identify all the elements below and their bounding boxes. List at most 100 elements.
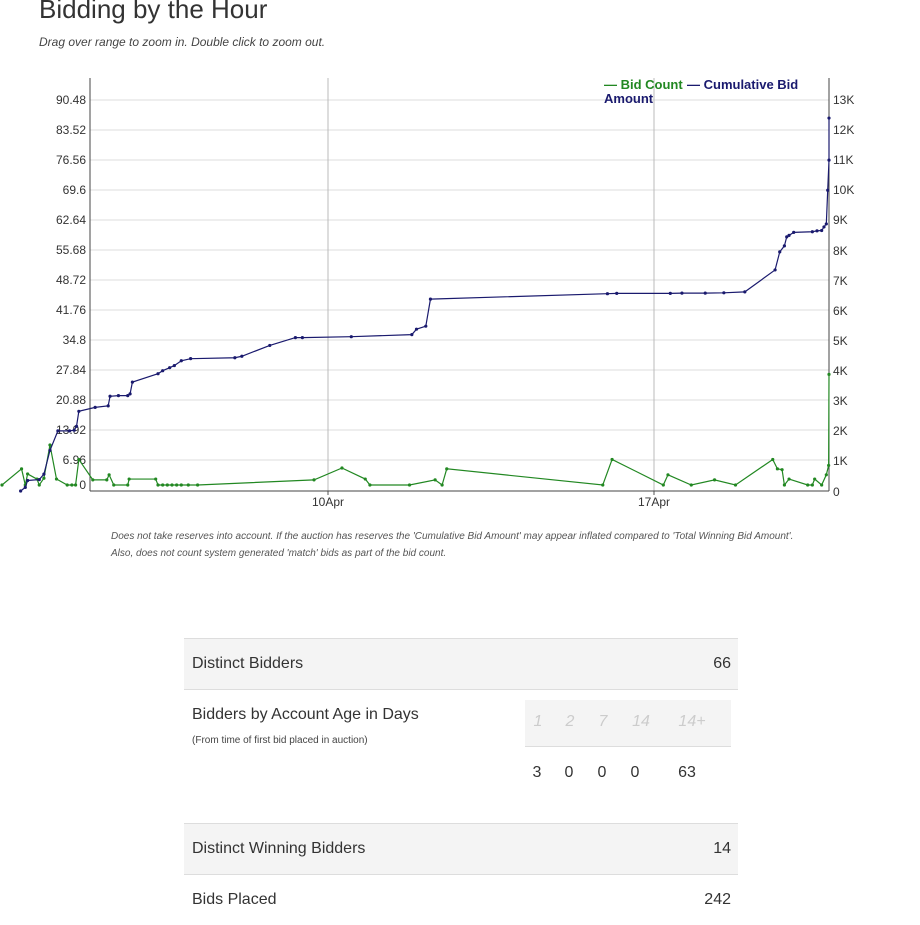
cumulative-bid-amount-point	[168, 366, 172, 370]
y-right-tick-label: 5K	[833, 334, 848, 348]
cumulative-bid-amount-point	[827, 158, 831, 162]
y-left-tick-label: 83.52	[56, 123, 86, 137]
bid-count-point	[107, 473, 111, 477]
bid-count-point	[689, 483, 693, 487]
bid-count-point	[445, 467, 449, 471]
bid-count-point	[733, 483, 738, 487]
bid-count-point	[827, 463, 831, 468]
cumulative-bid-amount-point	[743, 290, 747, 294]
y-left-tick-label: 13.92	[56, 423, 86, 437]
bid-count-point	[77, 457, 81, 462]
bid-count-point	[661, 483, 665, 487]
bid-count-point	[0, 483, 4, 487]
age-value-14: 0	[630, 764, 640, 781]
age-header-14plus: 14+	[678, 713, 706, 730]
bid-count-point	[368, 483, 372, 487]
y-right-tick-label: 12K	[833, 123, 854, 137]
cumulative-bid-amount-point	[93, 405, 97, 409]
cumulative-bid-amount-line	[20, 118, 830, 492]
cumulative-bid-amount-point	[824, 222, 828, 226]
cumulative-bid-amount-point	[42, 472, 46, 476]
bid-count-point	[70, 483, 74, 487]
cumulative-bid-amount-point	[820, 228, 824, 233]
y-right-tick-label: 13K	[833, 93, 854, 107]
bids-placed-value: 242	[704, 891, 731, 908]
legend-cumulative-bid-amount: — Cumulative Bid	[687, 77, 798, 92]
age-value-2: 0	[564, 764, 574, 781]
bids-placed-label: Bids Placed	[192, 891, 277, 908]
y-right-tick-label: 9K	[833, 213, 848, 227]
distinct-winning-bidders-label: Distinct Winning Bidders	[192, 840, 366, 857]
distinct-bidders-value: 66	[713, 655, 731, 672]
bid-count-point	[775, 467, 780, 471]
y-right-tick-label: 10K	[833, 183, 854, 197]
cumulative-bid-amount-point	[189, 357, 193, 361]
bid-count-point	[340, 466, 344, 470]
cumulative-bid-amount-point	[156, 372, 160, 376]
age-value-1: 3	[532, 764, 542, 781]
bid-count-point	[440, 483, 444, 487]
account-age-note: (From time of first bid placed in auctio…	[192, 735, 368, 746]
bid-count-point	[42, 476, 46, 480]
bid-count-point	[165, 483, 169, 487]
y-left-tick-label: 90.48	[56, 93, 86, 107]
bid-count-point	[161, 483, 165, 487]
y-right-tick-label: 8K	[833, 244, 848, 258]
cumulative-bid-amount-point	[414, 327, 419, 331]
age-value-14plus: 63	[678, 764, 696, 781]
distinct-bidders-label: Distinct Bidders	[192, 655, 304, 672]
cumulative-bid-amount-point	[48, 448, 52, 452]
y-left-tick-label: 0	[79, 478, 86, 492]
account-age-label: Bidders by Account Age in Days	[192, 706, 419, 723]
x-tick-label: 10Apr	[312, 495, 344, 509]
cumulative-bid-amount-point	[106, 404, 110, 408]
bid-count-point	[810, 483, 814, 487]
chart-series	[0, 116, 831, 493]
distinct-winning-bidders-row: Distinct Winning Bidders 14	[184, 823, 738, 874]
chart-axes: 90.48 83.52 76.56 69.6 62.64 55.68 48.72 41.76 3…	[56, 78, 854, 509]
bid-count-point	[26, 472, 30, 476]
age-header-1: 1	[533, 713, 543, 730]
bid-count-point	[787, 477, 791, 481]
y-right-tick-label: 6K	[833, 304, 848, 318]
cumulative-bid-amount-point	[722, 291, 726, 295]
cumulative-bid-amount-point	[240, 354, 244, 358]
legend-bid-count: — Bid Count	[604, 77, 683, 92]
reserve-note: Does not take reserves into account. If …	[111, 531, 794, 542]
cumulative-bid-amount-point	[785, 235, 789, 239]
cumulative-bid-amount-point	[268, 343, 272, 348]
page-title: Bidding by the Hour	[39, 0, 268, 24]
bidding-chart[interactable]: 90.48 83.52 76.56 69.6 62.64 55.68 48.72 41.76 3…	[0, 60, 920, 520]
bid-count-point	[771, 457, 775, 462]
distinct-bidders-row: Distinct Bidders 66	[184, 638, 738, 689]
cumulative-bid-amount-point	[172, 363, 176, 368]
cumulative-bid-amount-point	[424, 324, 428, 328]
bid-count-point	[601, 483, 605, 487]
cumulative-bid-amount-point	[680, 291, 684, 295]
bid-count-point	[179, 483, 183, 487]
y-left-tick-label: 62.64	[56, 213, 86, 227]
cumulative-bid-amount-point	[773, 268, 777, 272]
cumulative-bid-amount-point	[233, 356, 237, 360]
cumulative-bid-amount-point	[826, 188, 830, 192]
y-left-tick-label: 69.6	[63, 183, 87, 197]
account-age-row: Bidders by Account Age in Days (From tim…	[184, 689, 738, 823]
bid-count-point	[91, 478, 95, 482]
x-tick-label: 17Apr	[638, 495, 670, 509]
bid-count-point	[73, 483, 78, 487]
cumulative-bid-amount-point	[300, 336, 304, 340]
account-age-header: 1 2 7 14 14+	[525, 700, 731, 747]
y-right-tick-label: 11K	[833, 153, 853, 167]
cumulative-bid-amount-point	[428, 297, 433, 301]
chart-grid	[90, 78, 829, 491]
y-left-tick-label: 34.8	[63, 333, 87, 347]
cumulative-bid-amount-point	[77, 409, 81, 413]
y-left-tick-label: 55.68	[56, 243, 86, 257]
y-right-tick-label: 1K	[833, 454, 848, 468]
y-left-tick-label: 48.72	[56, 273, 86, 287]
chart-notes: Does not take reserves into account. If …	[111, 528, 811, 562]
cumulative-bid-amount-point	[23, 485, 27, 489]
y-left-tick-label: 41.76	[56, 303, 86, 317]
account-age-values: 3 0 0 0 63	[525, 764, 731, 784]
bid-count-point	[806, 483, 810, 487]
